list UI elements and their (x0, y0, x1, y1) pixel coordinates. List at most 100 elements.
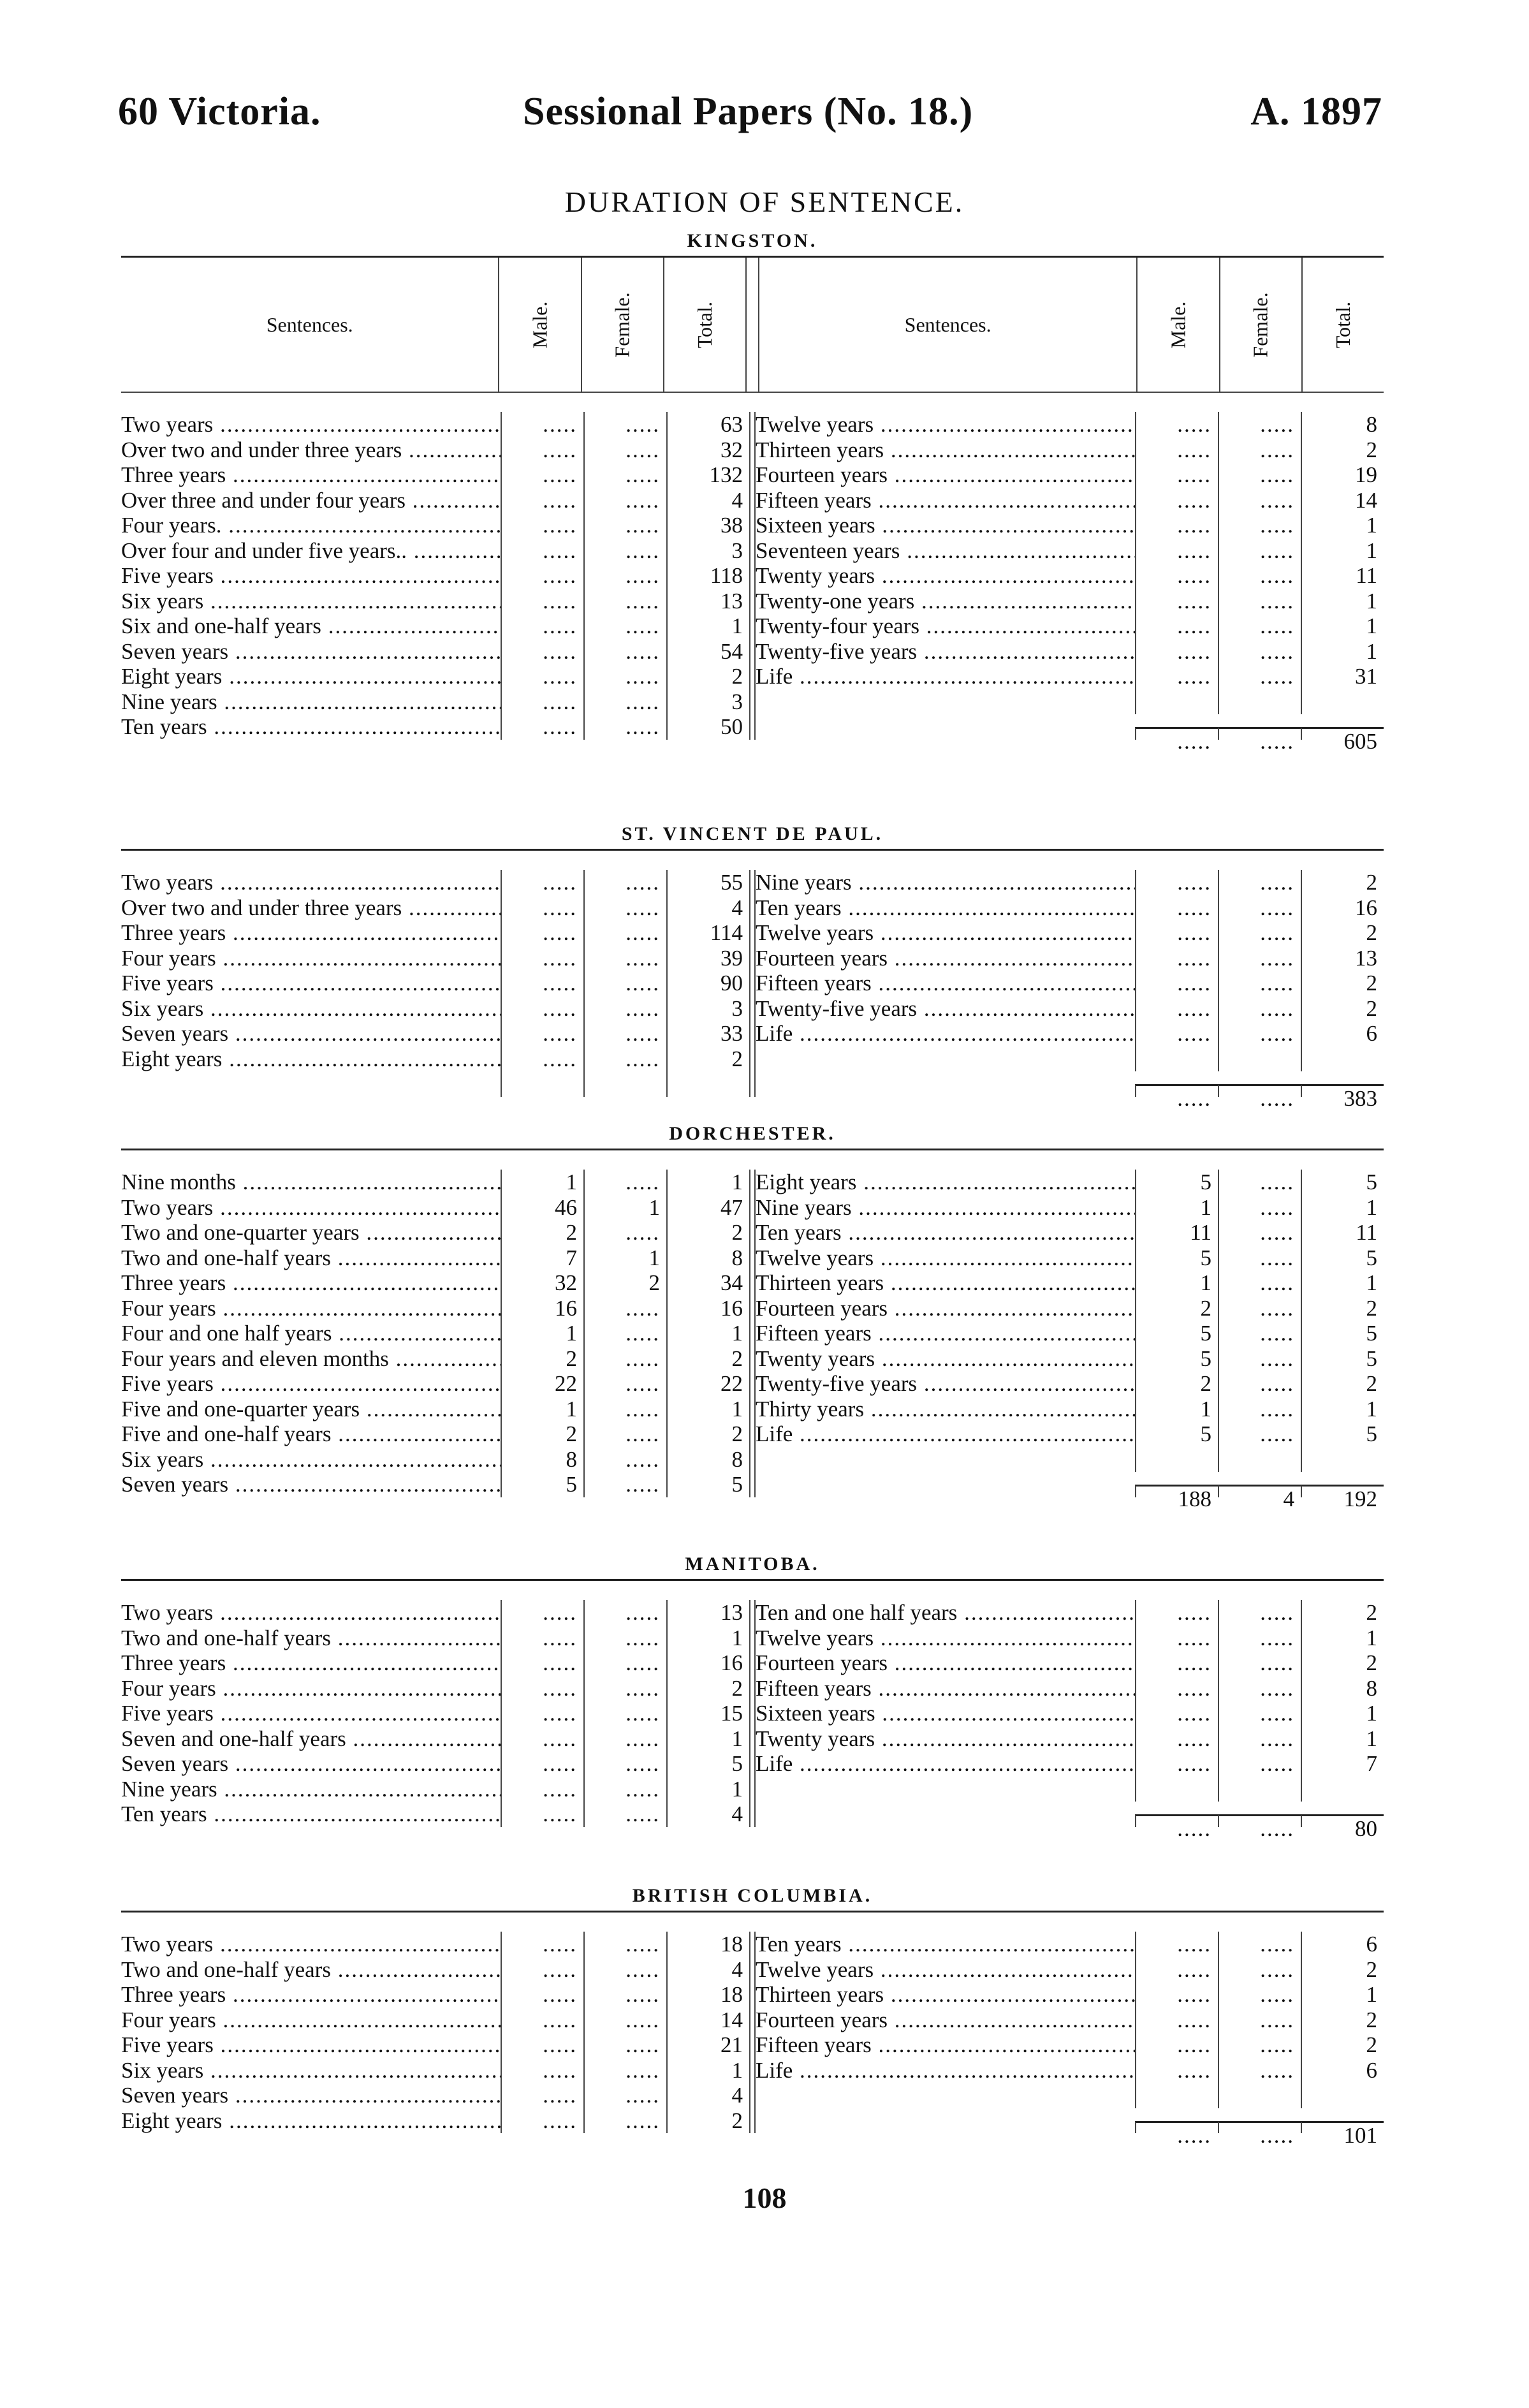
female-count (1218, 1021, 1301, 1046)
total-count: 38 (666, 513, 749, 538)
total-count: 2 (1301, 2032, 1384, 2058)
female-count (1218, 1245, 1301, 1270)
table-row (121, 1071, 749, 1097)
sentence-label: Seven years (121, 1021, 501, 1046)
female-count (1218, 1932, 1301, 1957)
female-count (1218, 513, 1301, 538)
total-count: 31 (1301, 664, 1384, 689)
male-count (501, 895, 583, 920)
female-count (583, 613, 666, 639)
sentence-label: Seven years (121, 639, 501, 664)
sentence-label: Life (756, 1021, 1135, 1046)
total-count: 16 (666, 1650, 749, 1676)
female-count (1218, 2032, 1301, 2058)
total-count: 54 (666, 638, 749, 664)
male-count: 22 (501, 1371, 583, 1397)
total-count: 1 (1301, 1726, 1384, 1751)
male-count (1135, 995, 1218, 1021)
header-female: Female. (580, 258, 663, 392)
table-row (756, 1446, 1384, 1472)
total-count: 5 (1301, 1321, 1384, 1346)
table-row: Twenty-five years 1 (756, 638, 1384, 664)
female-count (583, 689, 666, 714)
female-count (583, 1932, 666, 1957)
female-count (1218, 1084, 1301, 1097)
female-count (1218, 1295, 1301, 1321)
total-count: 14 (1301, 487, 1384, 513)
female-count (1218, 920, 1301, 946)
male-count (501, 870, 583, 895)
sentence-label: Fourteen years (756, 1650, 1135, 1676)
sentence-label: Nine years (756, 1195, 1135, 1221)
table-row: Ten years 50 (121, 714, 749, 740)
header-total: Total. (1301, 258, 1384, 392)
table-row: Four years 2 (121, 1675, 749, 1701)
male-count (501, 2108, 583, 2133)
male-count (1135, 2007, 1218, 2032)
female-count (583, 2032, 666, 2058)
male-count (1135, 1776, 1218, 1802)
female-count: 4 (1218, 1485, 1301, 1511)
table-row: Six years88 (121, 1446, 749, 1472)
female-count (1218, 1982, 1301, 2008)
total-count: 63 (666, 412, 749, 437)
female-count (583, 1071, 666, 1097)
female-count (583, 2083, 666, 2108)
total-count: 14 (666, 2007, 749, 2032)
male-count: 2 (501, 1421, 583, 1447)
male-count: 1 (1135, 1396, 1218, 1421)
total-count: 2 (666, 1046, 749, 1071)
male-count (501, 1982, 583, 2008)
table-row: Five years 118 (121, 563, 749, 589)
table-left: Nine months11Two years46147Two and one-q… (121, 1170, 749, 1497)
section-rule (121, 1911, 1384, 1912)
table-row (756, 1776, 1384, 1802)
table-right: Ten years6Twelve years2Thirteen years1Fo… (756, 1932, 1384, 2147)
table-row (756, 1046, 1384, 1071)
header-center: Sessional Papers (No. 18.) (523, 90, 974, 133)
total-count (1301, 1046, 1384, 1071)
female-count (583, 1295, 666, 1321)
sentence-label: Over three and under four years (121, 488, 501, 513)
sentence-label: Over two and under three years (121, 437, 501, 463)
male-count (501, 513, 583, 538)
male-count: 1 (1135, 1270, 1218, 1296)
total-count: 1 (1301, 1701, 1384, 1726)
female-count (583, 1046, 666, 1071)
male-count (501, 462, 583, 488)
table-row: Two and one-half years 1 (121, 1625, 749, 1650)
total-count: 2 (1301, 971, 1384, 996)
section-name: MANITOBA. (685, 1553, 820, 1575)
female-count (583, 1321, 666, 1346)
sentence-label: Nine years (121, 1777, 501, 1802)
male-count (501, 588, 583, 613)
total-count: 5 (1301, 1170, 1384, 1195)
total-count: 4 (666, 1956, 749, 1982)
female-count (583, 2057, 666, 2083)
sentence-label: Twenty-one years (756, 589, 1135, 614)
male-count (501, 2007, 583, 2032)
female-count (1218, 1321, 1301, 1346)
total-count: 1 (1301, 1396, 1384, 1421)
male-count: 46 (501, 1194, 583, 1220)
table-row: Nine years 2 (756, 870, 1384, 895)
total-count: 1 (1301, 538, 1384, 563)
table-row: Eight years55 (756, 1170, 1384, 1195)
table-row: Seven years 54 (121, 638, 749, 664)
sentence-label: Thirty years (756, 1397, 1135, 1422)
table-row: Two years 63 (121, 412, 749, 437)
total-count: 8 (1301, 412, 1384, 437)
male-count (1135, 1956, 1218, 1982)
section-name: DORCHESTER. (669, 1123, 836, 1144)
table-row: Seventeen years 1 (756, 538, 1384, 563)
sentence-label: Five years (121, 1701, 501, 1726)
table-row: Eight years 2 (121, 664, 749, 689)
male-count: 5 (1135, 1421, 1218, 1447)
table-row: Ten years 6 (756, 1932, 1384, 1957)
section: KINGSTON. Sentences. Male. Female. Total. Sen… (121, 226, 1384, 754)
total-count (1301, 1446, 1384, 1472)
table-row: Life 6 (756, 2057, 1384, 2083)
female-count (583, 538, 666, 563)
male-count: 2 (501, 1346, 583, 1371)
table-row: Sixteen years 1 (756, 513, 1384, 538)
